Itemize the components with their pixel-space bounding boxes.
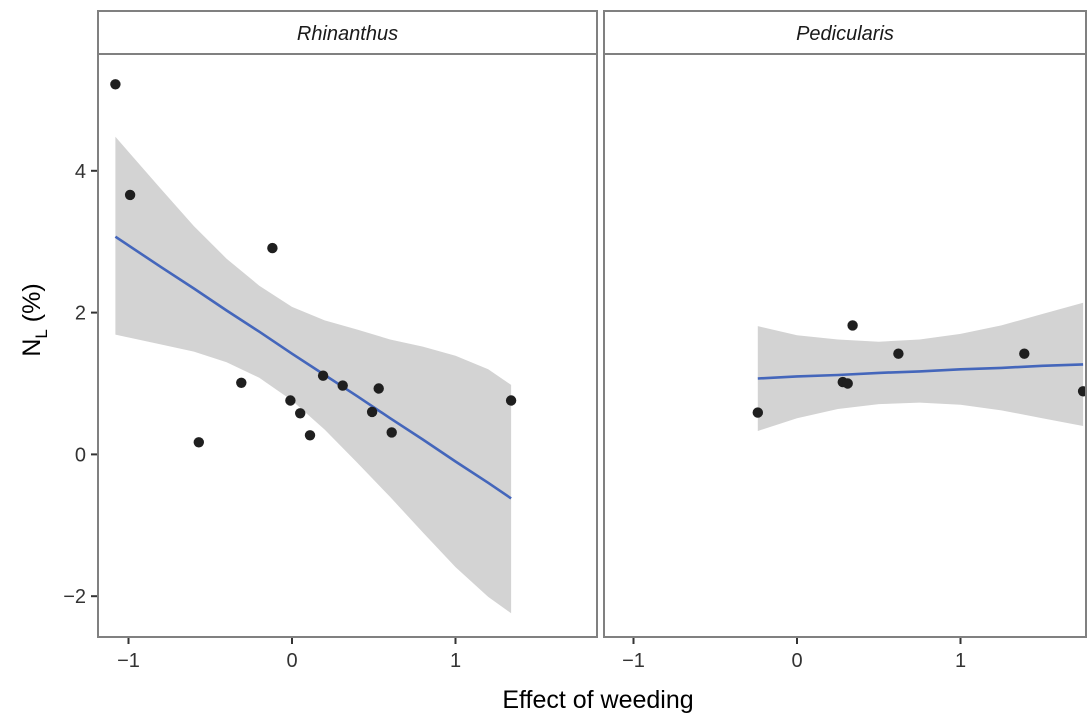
panel-border-rhinanthus: [97, 53, 598, 638]
x-axis-title: Effect of weeding: [502, 686, 693, 714]
y-tick-label-0: −2: [63, 586, 86, 608]
panels: Rhinanthus Pedicularis: [97, 10, 1087, 638]
y-tick-label-3: 4: [75, 161, 86, 183]
data-point-rhinanthus-12: [373, 383, 384, 394]
x-tick-label-rhinanthus-0: −1: [117, 650, 140, 672]
data-point-rhinanthus-1: [110, 79, 121, 90]
x-tick-label-pedicularis-0: −1: [622, 650, 645, 672]
confidence-band-rhinanthus: [115, 136, 512, 614]
fit-line-pedicularis: [757, 363, 1084, 380]
panel-pedicularis: Pedicularis: [603, 10, 1087, 638]
x-tick-label-rhinanthus-1: 0: [286, 650, 297, 672]
strip-pedicularis: [603, 10, 1087, 55]
data-point-rhinanthus-13: [386, 427, 397, 438]
y-tick-label-1: 0: [75, 444, 86, 466]
y-axis-title-suffix: (%): [18, 283, 46, 329]
y-axis-title-sub: L: [32, 329, 51, 338]
data-point-rhinanthus-14: [505, 395, 517, 406]
data-point-pedicularis-3: [842, 378, 853, 389]
strip-label-pedicularis: Pedicularis: [796, 23, 894, 45]
x-tick-label-pedicularis-1: 0: [791, 650, 802, 672]
x-tick-label-pedicularis-2: 1: [955, 650, 966, 672]
data-point-rhinanthus-2: [124, 189, 136, 201]
data-point-rhinanthus-10: [337, 380, 348, 391]
panel-rhinanthus: Rhinanthus: [97, 10, 598, 638]
strip-rhinanthus: [97, 10, 598, 55]
data-point-rhinanthus-9: [317, 370, 329, 381]
x-axis: −1 0 1 −1 0 1: [117, 638, 966, 672]
confidence-band-pedicularis: [757, 302, 1084, 431]
data-point-rhinanthus-8: [304, 430, 316, 441]
data-point-pedicularis-4: [847, 320, 858, 331]
data-point-rhinanthus-6: [285, 395, 296, 406]
data-point-rhinanthus-4: [236, 377, 247, 388]
y-axis-title: NL (%): [18, 283, 51, 356]
data-point-pedicularis-7: [1077, 386, 1086, 397]
panel-border-pedicularis: [603, 53, 1087, 638]
data-point-rhinanthus-7: [295, 408, 306, 419]
data-point-rhinanthus-3: [193, 437, 204, 448]
data-point-rhinanthus-11: [366, 406, 378, 418]
y-axis-title-main: N: [18, 339, 46, 357]
strip-label-rhinanthus: Rhinanthus: [297, 23, 398, 45]
data-point-pedicularis-1: [752, 407, 763, 418]
x-tick-label-rhinanthus-2: 1: [450, 650, 461, 672]
data-point-pedicularis-5: [893, 348, 904, 359]
data-point-rhinanthus-5: [267, 242, 278, 254]
y-tick-label-2: 2: [75, 303, 86, 325]
y-axis: −2 0 2 4: [63, 161, 97, 608]
data-point-pedicularis-6: [1019, 348, 1030, 359]
